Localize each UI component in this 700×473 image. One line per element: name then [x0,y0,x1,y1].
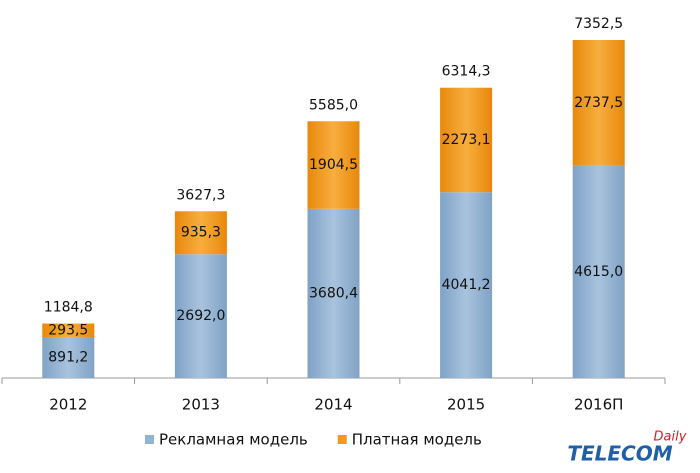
bar-segment [440,192,493,378]
bar-segment [572,40,625,166]
bar-segment [42,337,95,378]
value-label: 2737,5 [574,95,623,111]
legend-swatch [337,435,347,444]
value-label: 2692,0 [176,308,225,324]
x-tick-label: 2016П [574,396,623,414]
value-label: 935,3 [181,225,221,241]
total-label: 3627,3 [176,187,225,203]
legend-label: Рекламная модель [159,431,308,449]
x-tick-label: 2013 [182,396,220,414]
bar-segment [174,211,227,255]
bar-segment [42,323,95,338]
legend-label: Платная модель [352,431,482,449]
value-label: 891,2 [48,350,88,366]
logo-main: TELECOM [567,442,672,466]
total-label: 7352,5 [574,16,623,32]
value-label: 4041,2 [442,277,491,293]
bar-segment [440,87,493,193]
legend-swatch [145,435,154,444]
value-label: 4615,0 [574,264,623,280]
total-label: 1184,8 [44,300,93,316]
x-tick-label: 2012 [49,396,87,414]
value-label: 1904,5 [309,157,358,173]
value-label: 3680,4 [309,285,358,301]
bar-segment [174,254,227,378]
value-label: 2273,1 [442,132,491,148]
x-tick-label: 2014 [314,396,352,414]
x-tick-label: 2015 [447,396,485,414]
total-label: 6314,3 [442,64,491,80]
bar-segment [307,121,360,209]
bar-segment [307,208,360,378]
total-label: 5585,0 [309,97,358,113]
logo-sub: Daily [654,430,687,445]
value-label: 293,5 [48,322,88,338]
bar-segment [572,165,625,378]
